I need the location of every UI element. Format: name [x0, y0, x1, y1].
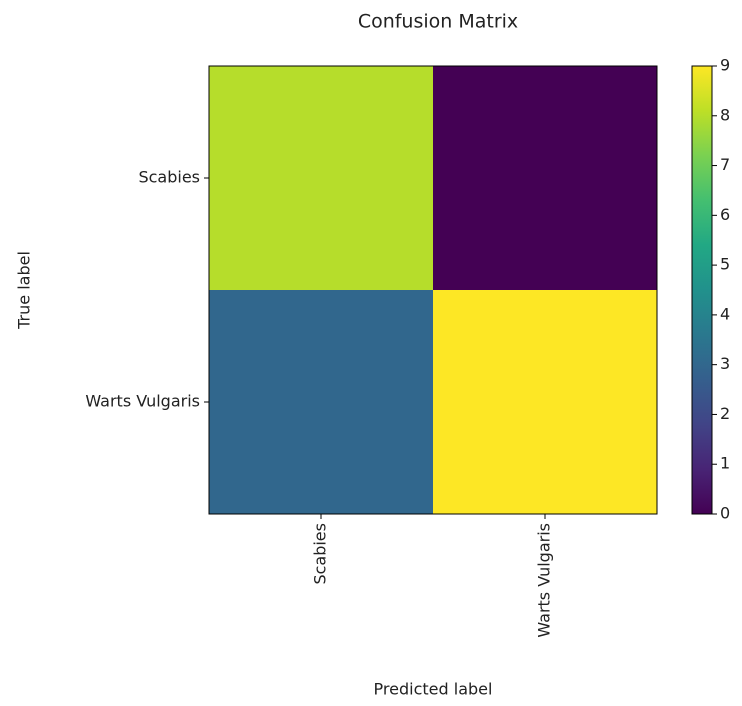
heatmap-cell — [209, 290, 434, 515]
heatmap-cell — [433, 66, 658, 291]
heatmap-cell — [209, 66, 434, 291]
colorbar-tick-label: 0 — [720, 504, 730, 523]
x-tick-label: Scabies — [311, 523, 330, 585]
colorbar-tick-label: 6 — [720, 205, 730, 224]
colorbar-tick-label: 1 — [720, 454, 730, 473]
colorbar-tick-label: 3 — [720, 354, 730, 373]
y-tick-label: Warts Vulgaris — [85, 392, 200, 411]
y-tick-label: Scabies — [138, 168, 200, 187]
colorbar-tick-label: 5 — [720, 255, 730, 274]
heatmap-cell — [433, 290, 658, 515]
x-axis-label: Predicted label — [374, 680, 493, 699]
colorbar — [691, 65, 713, 515]
plot-frame — [208, 65, 658, 515]
colorbar-tick-label: 2 — [720, 404, 730, 423]
colorbar-tick-label: 7 — [720, 155, 730, 174]
colorbar-tick-label: 9 — [720, 56, 730, 75]
colorbar-tick-label: 4 — [720, 304, 730, 323]
y-axis-label: True label — [15, 251, 34, 330]
x-tick-label: Warts Vulgaris — [535, 523, 554, 638]
colorbar-tick-label: 8 — [720, 105, 730, 124]
chart-title: Confusion Matrix — [358, 11, 518, 33]
